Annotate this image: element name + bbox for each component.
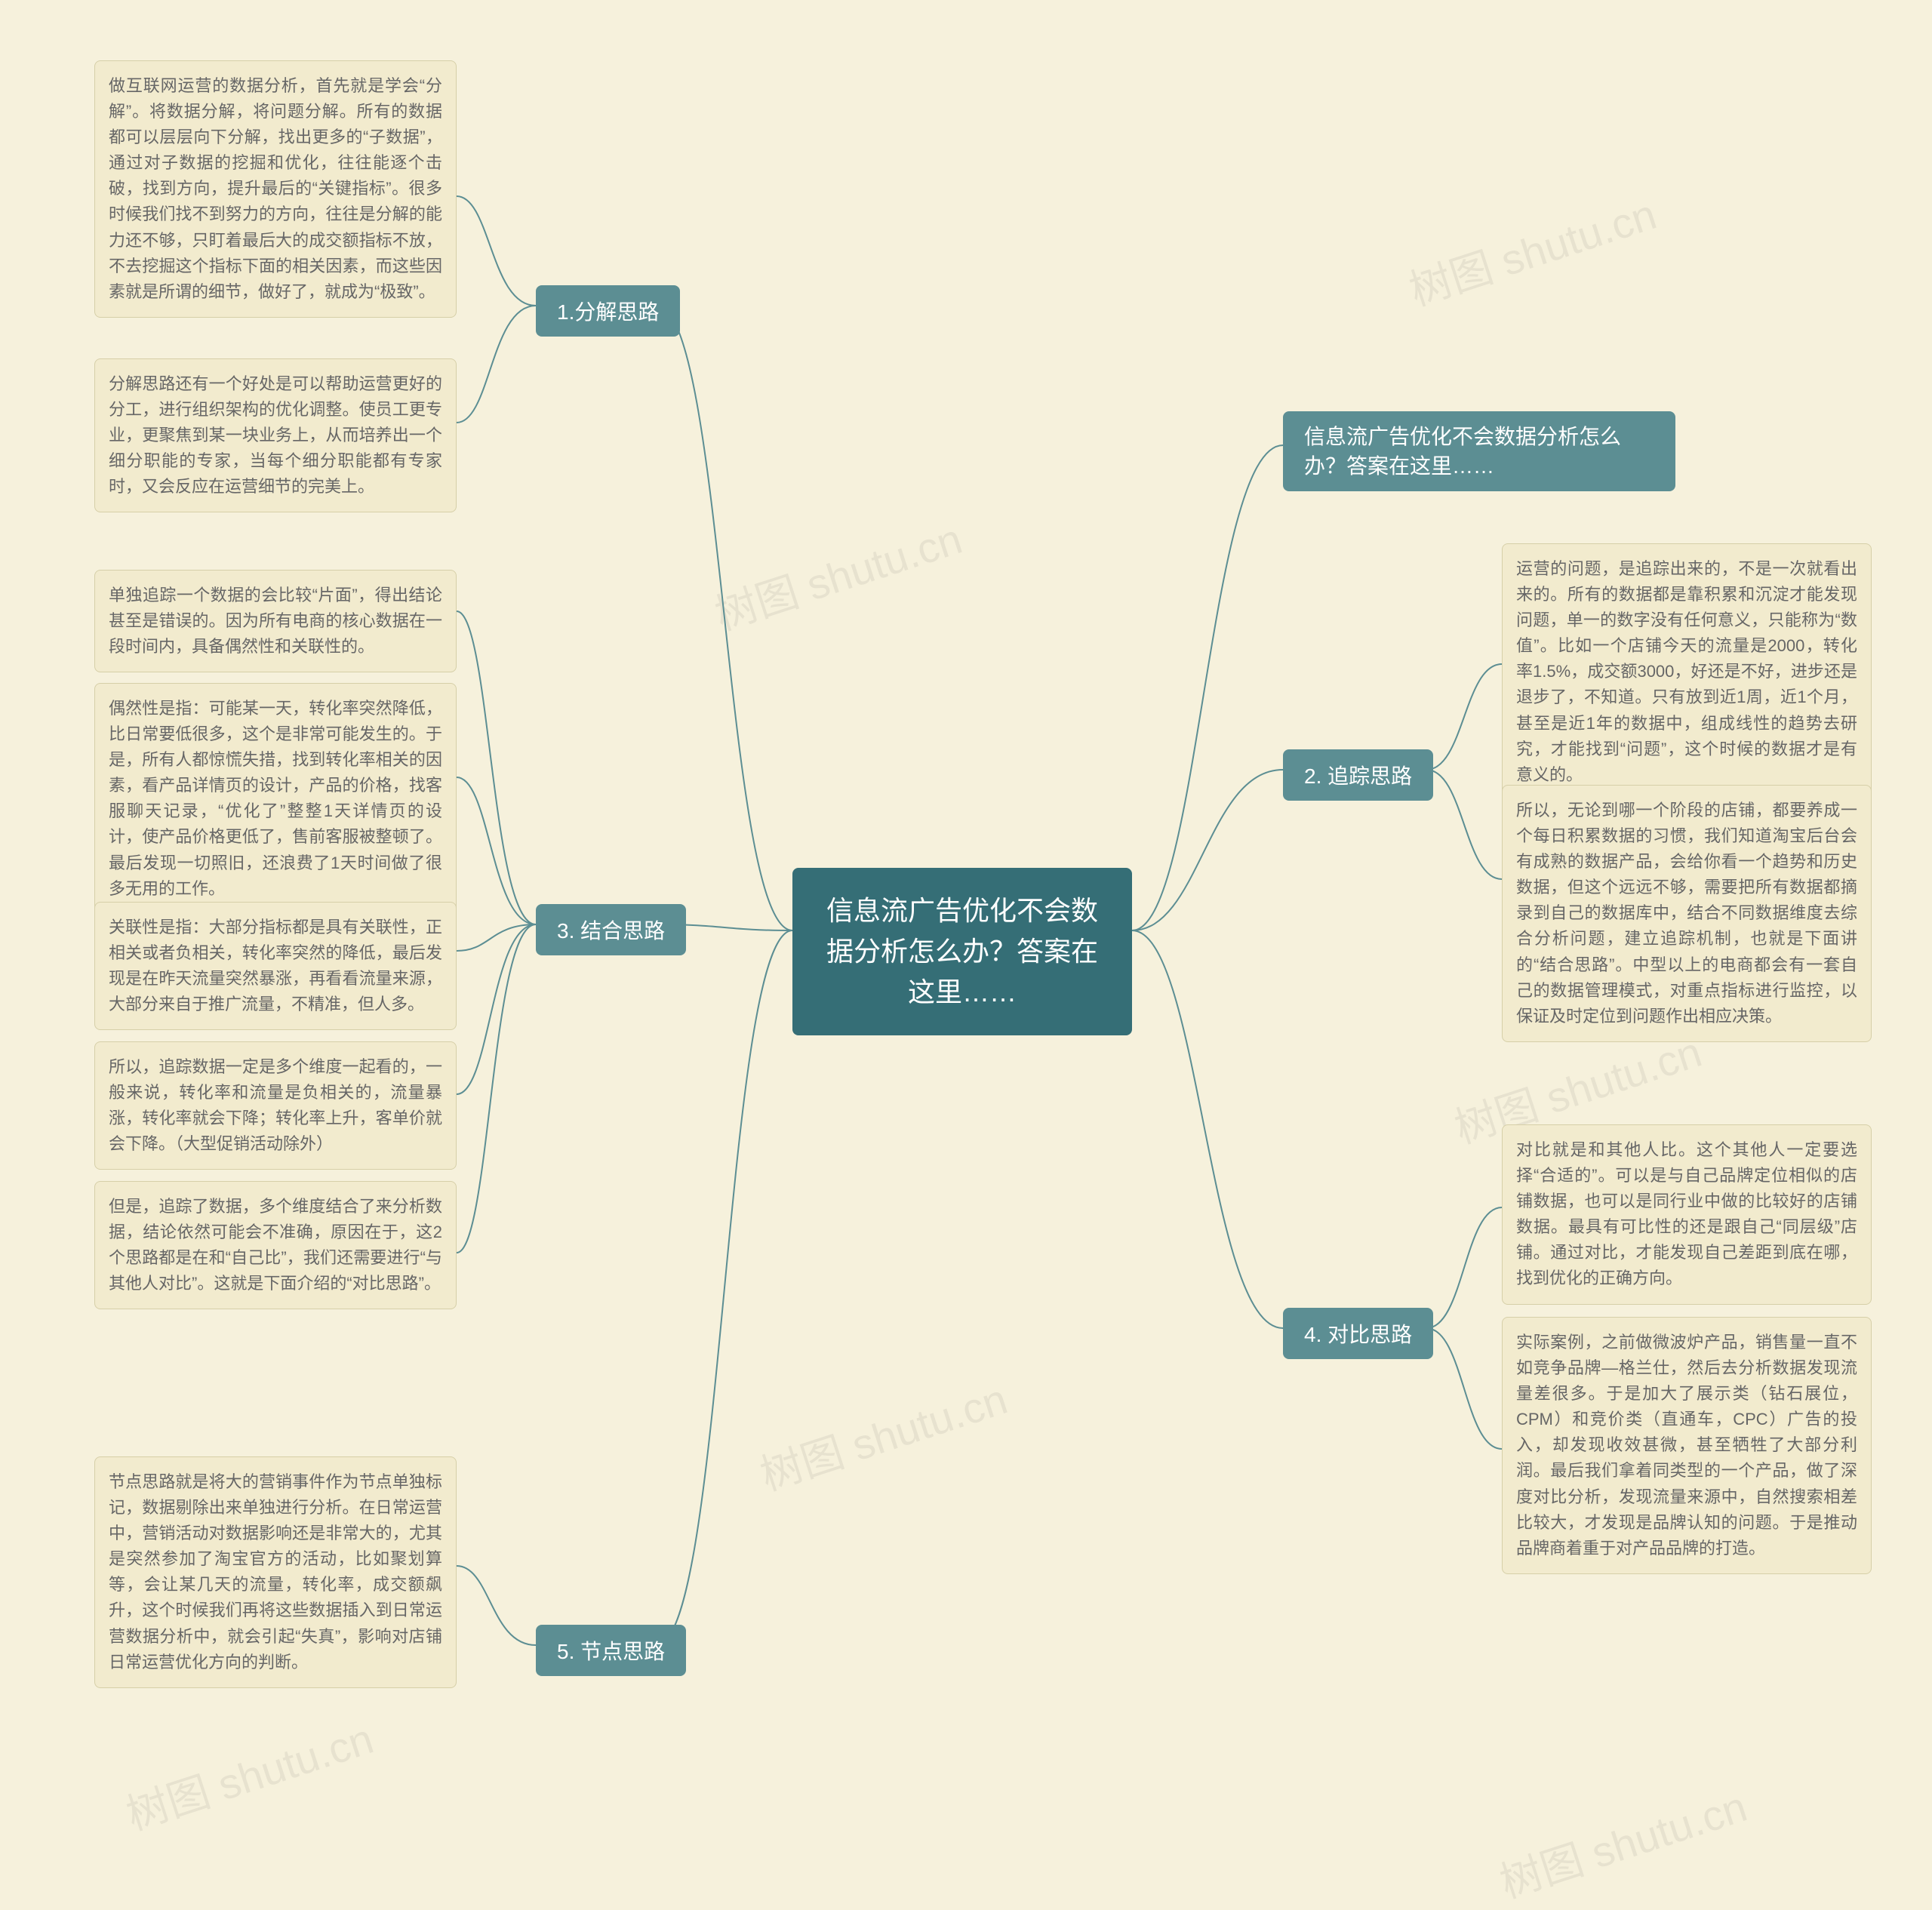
branch-2: 2. 追踪思路 <box>1283 749 1433 801</box>
leaf-4a: 对比就是和其他人比。这个其他人一定要选择“合适的”。可以是与自己品牌定位相似的店… <box>1502 1124 1872 1305</box>
leaf-1a: 做互联网运营的数据分析，首先就是学会“分解”。将数据分解，将问题分解。所有的数据… <box>94 60 457 318</box>
leaf-3b: 偶然性是指：可能某一天，转化率突然降低，比日常要低很多，这个是非常可能发生的。于… <box>94 683 457 915</box>
leaf-1b: 分解思路还有一个好处是可以帮助运营更好的分工，进行组织架构的优化调整。使员工更专… <box>94 358 457 512</box>
watermark: 树图 shutu.cn <box>706 506 969 643</box>
right-header-branch: 信息流广告优化不会数据分析怎么办？答案在这里…… <box>1283 411 1675 491</box>
branch-1: 1.分解思路 <box>536 285 680 337</box>
watermark: 树图 shutu.cn <box>118 1705 380 1843</box>
leaf-5a: 节点思路就是将大的营销事件作为节点单独标记，数据剔除出来单独进行分析。在日常运营… <box>94 1456 457 1688</box>
watermark: 树图 shutu.cn <box>1491 1773 1754 1910</box>
leaf-4b: 实际案例，之前做微波炉产品，销售量一直不如竞争品牌—格兰仕，然后去分析数据发现流… <box>1502 1317 1872 1574</box>
leaf-3a: 单独追踪一个数据的会比较“片面”，得出结论甚至是错误的。因为所有电商的核心数据在… <box>94 570 457 672</box>
leaf-3c: 关联性是指：大部分指标都是具有关联性，正相关或者负相关，转化率突然的降低，最后发… <box>94 902 457 1030</box>
leaf-2b: 所以，无论到哪一个阶段的店铺，都要养成一个每日积累数据的习惯，我们知道淘宝后台会… <box>1502 785 1872 1042</box>
root-node: 信息流广告优化不会数据分析怎么办？答案在这里…… <box>792 868 1132 1035</box>
branch-3: 3. 结合思路 <box>536 904 686 955</box>
branch-5: 5. 节点思路 <box>536 1625 686 1676</box>
watermark: 树图 shutu.cn <box>752 1366 1014 1503</box>
leaf-3e: 但是，追踪了数据，多个维度结合了来分析数据，结论依然可能会不准确，原因在于，这2… <box>94 1181 457 1309</box>
leaf-2a: 运营的问题，是追踪出来的，不是一次就看出来的。所有的数据都是靠积累和沉淀才能发现… <box>1502 543 1872 801</box>
watermark: 树图 shutu.cn <box>1401 181 1663 318</box>
leaf-3d: 所以，追踪数据一定是多个维度一起看的，一般来说，转化率和流量是负相关的，流量暴涨… <box>94 1041 457 1170</box>
branch-4: 4. 对比思路 <box>1283 1308 1433 1359</box>
